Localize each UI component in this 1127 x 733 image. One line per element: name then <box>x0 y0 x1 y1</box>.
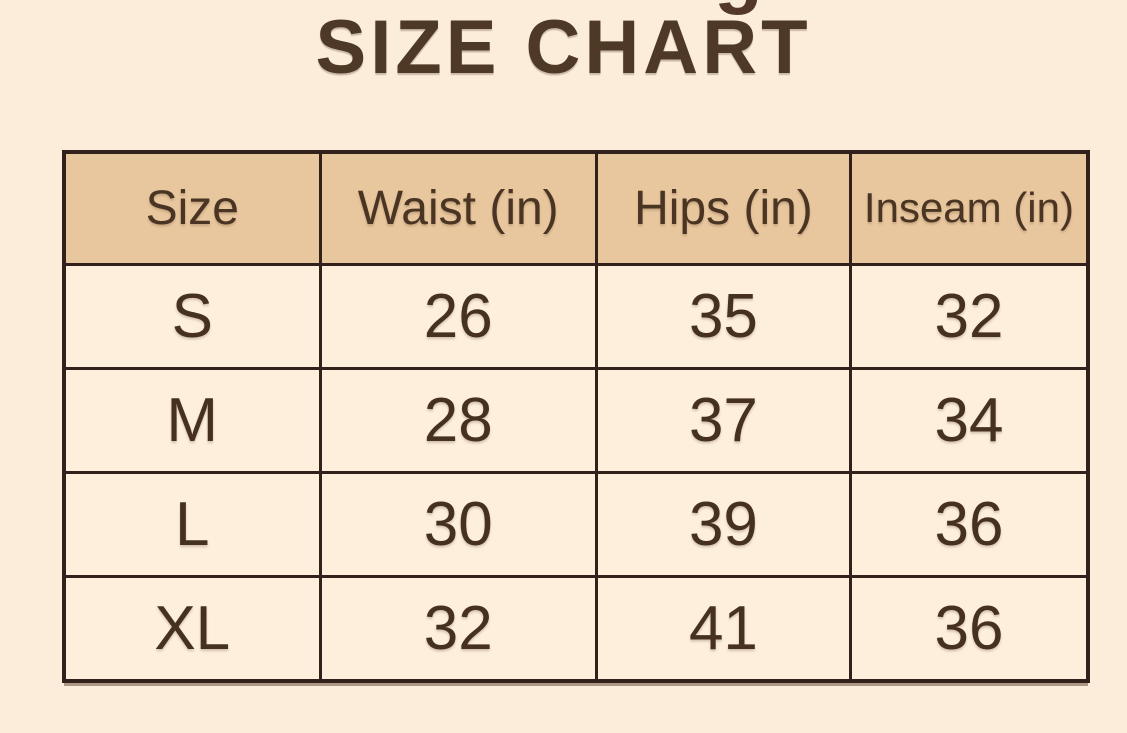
clipped-text-fragment: g <box>710 0 782 16</box>
column-header-waist: Waist (in) <box>318 150 598 266</box>
size-cell: XL <box>62 574 322 683</box>
inseam-cell: 34 <box>848 366 1090 474</box>
size-cell: S <box>62 262 322 370</box>
waist-cell: 28 <box>318 366 598 474</box>
inseam-cell: 32 <box>848 262 1090 370</box>
hips-cell: 39 <box>594 470 852 578</box>
inseam-cell: 36 <box>848 574 1090 683</box>
page-title: SIZE CHART <box>315 5 812 90</box>
column-header-inseam: Inseam (in) <box>848 150 1090 266</box>
hips-cell: 37 <box>594 366 852 474</box>
header-row: Size Waist (in) Hips (in) Inseam (in) <box>62 150 1090 266</box>
size-chart-table: Size Waist (in) Hips (in) Inseam (in) S … <box>62 150 1090 683</box>
column-header-hips: Hips (in) <box>594 150 852 266</box>
table-row-xl: XL 32 41 36 <box>62 574 1090 683</box>
waist-cell: 30 <box>318 470 598 578</box>
inseam-cell: 36 <box>848 470 1090 578</box>
table-row-l: L 30 39 36 <box>62 470 1090 578</box>
hips-cell: 35 <box>594 262 852 370</box>
size-cell: L <box>62 470 322 578</box>
clipped-letter: g <box>714 0 763 11</box>
size-cell: M <box>62 366 322 474</box>
waist-cell: 26 <box>318 262 598 370</box>
waist-cell: 32 <box>318 574 598 683</box>
table-row-s: S 26 35 32 <box>62 262 1090 370</box>
hips-cell: 41 <box>594 574 852 683</box>
table-row-m: M 28 37 34 <box>62 366 1090 474</box>
column-header-size: Size <box>62 150 322 266</box>
